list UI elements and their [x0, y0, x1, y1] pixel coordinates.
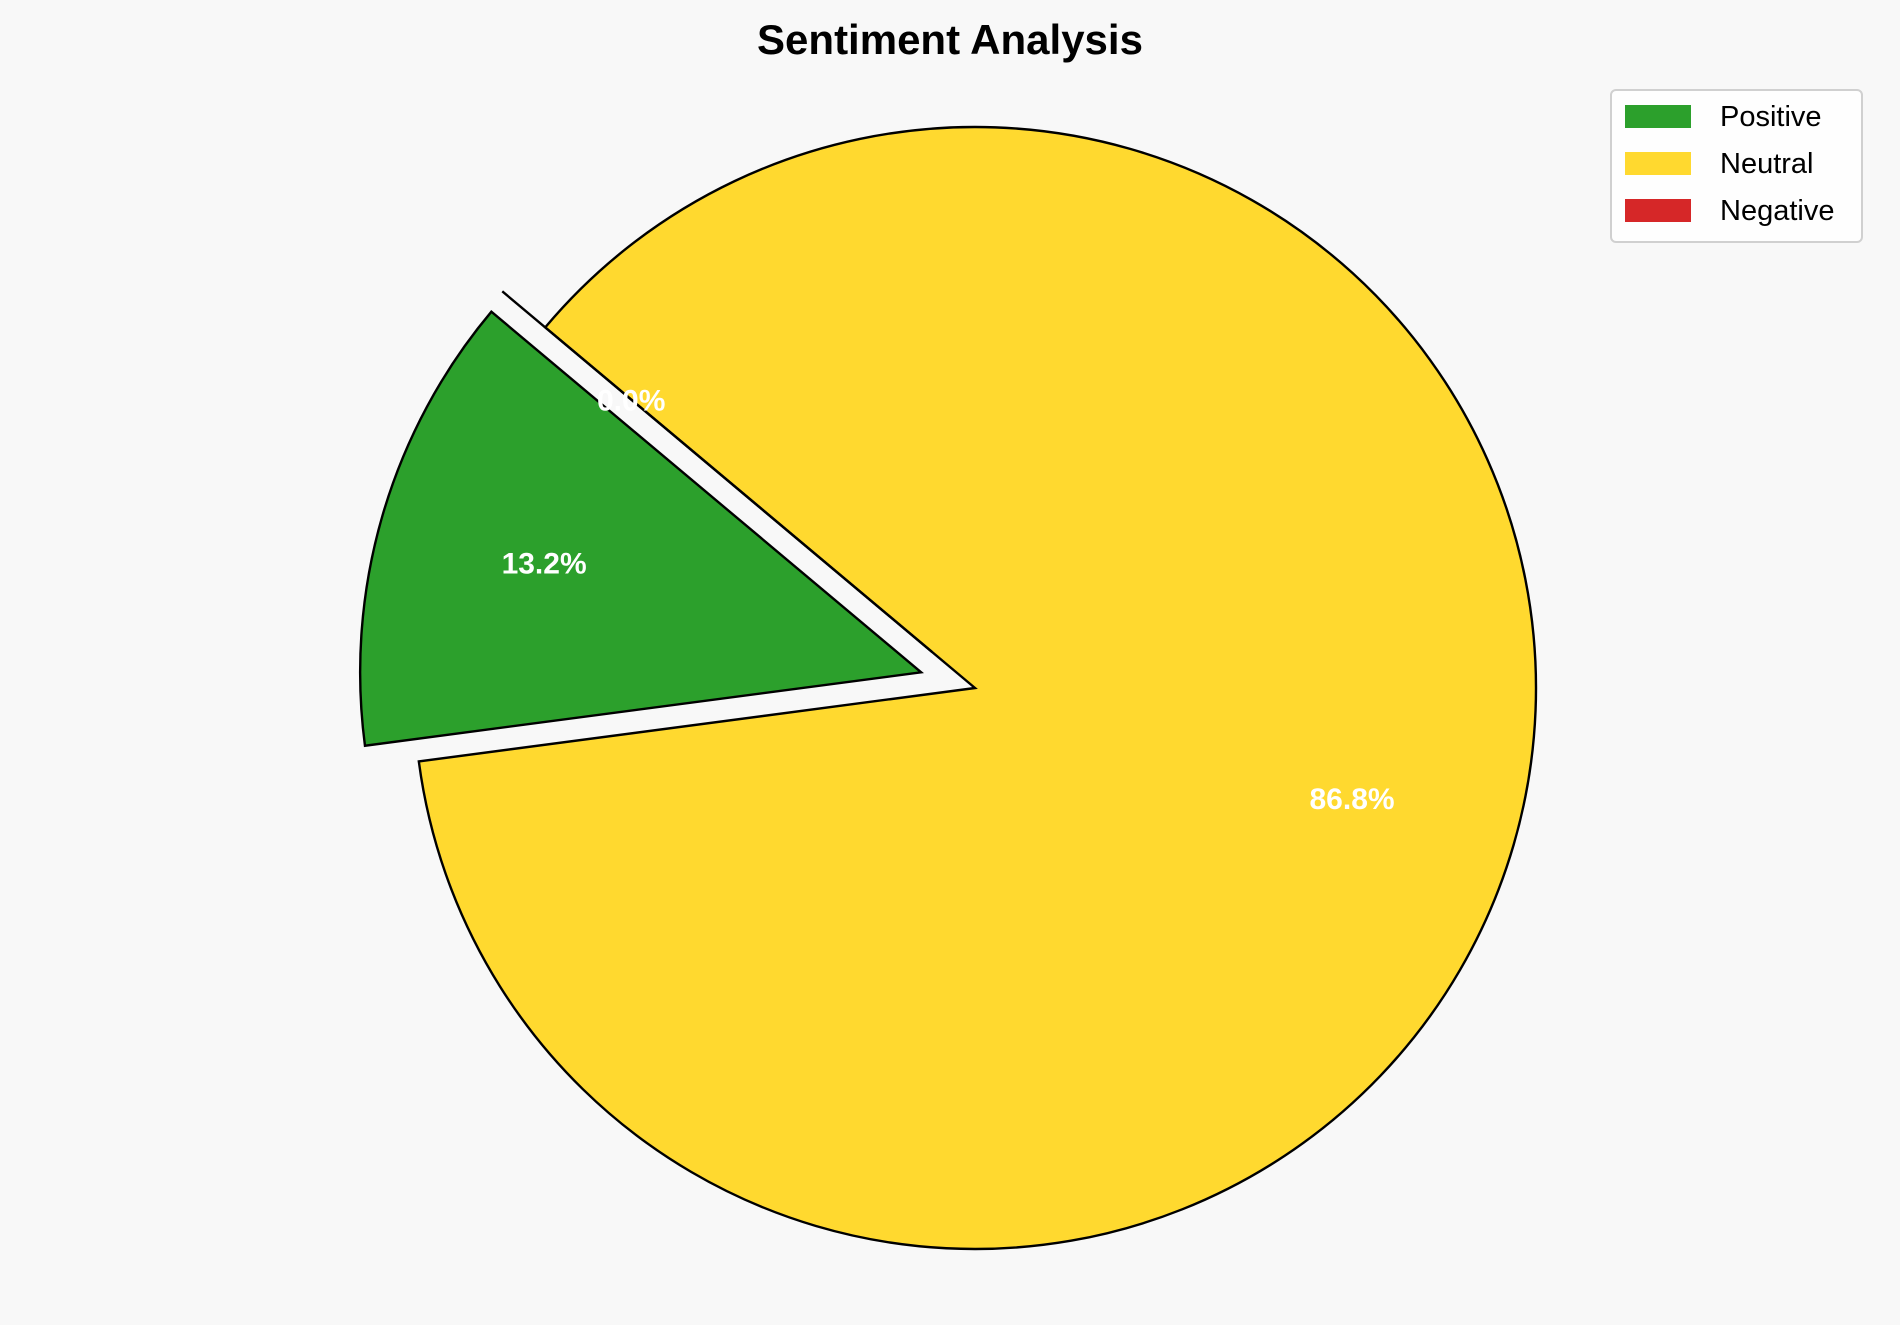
legend-label-negative: Negative — [1720, 195, 1834, 227]
legend-swatch-neutral — [1625, 152, 1691, 175]
legend-label-neutral: Neutral — [1720, 148, 1814, 180]
legend: Positive Neutral Negative — [1610, 89, 1863, 243]
pct-label-neutral: 86.8% — [1309, 783, 1394, 816]
pie-slice-positive — [358, 310, 924, 748]
chart-title: Sentiment Analysis — [757, 16, 1143, 63]
legend-swatch-positive — [1625, 105, 1691, 128]
pct-label-negative: 0.0% — [597, 385, 665, 418]
legend-swatch-negative — [1625, 199, 1691, 222]
legend-label-positive: Positive — [1720, 101, 1822, 133]
pie-slice-negative — [501, 290, 933, 653]
pct-label-positive: 13.2% — [502, 547, 587, 580]
pie-slice-neutral — [417, 125, 1538, 1251]
